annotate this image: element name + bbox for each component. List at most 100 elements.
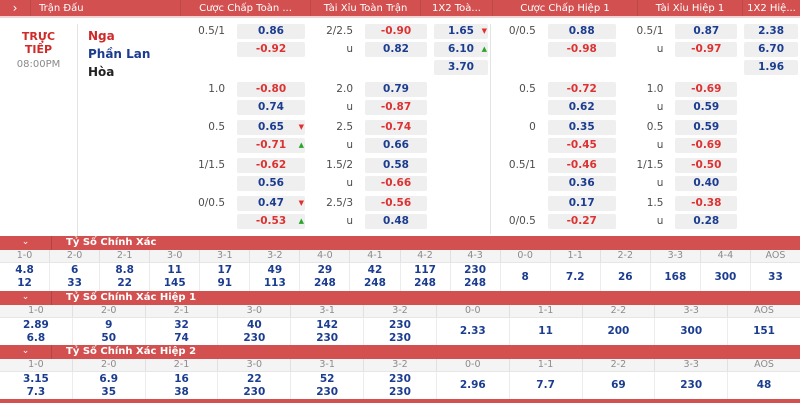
- handicap-odds[interactable]: 0.47 ▼: [237, 196, 305, 211]
- score-odds-cell[interactable]: 8.8 22: [100, 263, 151, 291]
- score-odds-cell[interactable]: 6.9 35: [73, 372, 146, 399]
- score-odds-cell[interactable]: 69: [583, 372, 656, 399]
- over-under-odds[interactable]: -0.90: [365, 24, 427, 39]
- score-odds-cell[interactable]: 230: [655, 372, 729, 399]
- score-odds-cell[interactable]: 7.7: [510, 372, 583, 399]
- handicap-odds[interactable]: -0.72: [547, 82, 616, 97]
- score-odds-cell[interactable]: 230 248: [451, 263, 501, 291]
- over-under-odds[interactable]: -0.69: [675, 82, 738, 97]
- over-under-odds[interactable]: 0.79: [365, 82, 427, 97]
- handicap-odds[interactable]: -0.45: [547, 138, 616, 153]
- score-odds-value: 4.8: [15, 264, 34, 276]
- handicap-odds-value: 0.86: [258, 25, 284, 37]
- over-under-odds[interactable]: 0.48: [365, 214, 427, 229]
- handicap-odds[interactable]: 0.86: [237, 24, 305, 39]
- score-odds-cell[interactable]: 230 230: [364, 318, 437, 345]
- section-collapse-chevron-icon[interactable]: ⌄: [0, 236, 52, 250]
- score-column-header: 2-1: [146, 305, 219, 317]
- score-odds-cell[interactable]: 2.89 6.8: [0, 318, 73, 345]
- score-odds-cell[interactable]: 151: [728, 318, 800, 345]
- section-collapse-chevron-icon[interactable]: ⌄: [0, 291, 52, 305]
- handicap-odds[interactable]: -0.27: [547, 214, 616, 229]
- over-under-odds[interactable]: -0.97: [675, 42, 738, 57]
- 1x2-odds[interactable]: 2.38: [744, 24, 799, 39]
- score-odds-cell[interactable]: 33: [751, 263, 800, 291]
- handicap-odds[interactable]: -0.92: [237, 42, 305, 57]
- over-under-odds[interactable]: 0.82: [365, 42, 427, 57]
- score-odds-cell[interactable]: 11 145: [150, 263, 201, 291]
- handicap-odds[interactable]: 0.35: [547, 120, 616, 135]
- handicap-odds[interactable]: -0.98: [547, 42, 616, 57]
- 1x2-odds[interactable]: 3.70: [434, 60, 488, 75]
- over-under-odds[interactable]: 0.40: [675, 176, 738, 191]
- score-odds-cell[interactable]: 2.33: [437, 318, 510, 345]
- handicap-odds[interactable]: -0.80: [237, 82, 305, 97]
- score-odds-cell[interactable]: 2.96: [437, 372, 510, 399]
- score-odds-cell[interactable]: 142 230: [291, 318, 365, 345]
- handicap-odds[interactable]: 0.65 ▼: [237, 120, 305, 135]
- score-odds-cell[interactable]: 16 38: [146, 372, 219, 399]
- draw-label[interactable]: Hòa: [88, 65, 115, 79]
- home-team-name[interactable]: Nga: [88, 29, 115, 43]
- score-odds-cell[interactable]: 3.15 7.3: [0, 372, 73, 399]
- score-odds-cell[interactable]: 8: [501, 263, 551, 291]
- handicap-odds[interactable]: -0.46: [547, 158, 616, 173]
- score-odds-cell[interactable]: 7.2: [551, 263, 601, 291]
- over-under-odds[interactable]: 0.59: [675, 120, 738, 135]
- score-odds-value: 2.89: [22, 318, 49, 331]
- score-odds-cell[interactable]: 11: [510, 318, 583, 345]
- 1x2-odds[interactable]: 6.10 ▲: [434, 42, 488, 57]
- over-under-odds[interactable]: -0.56: [365, 196, 427, 211]
- 1x2-odds[interactable]: 1.65 ▼: [434, 24, 488, 39]
- handicap-label: 0.5/1: [508, 159, 536, 171]
- score-odds-cell[interactable]: 117 248: [401, 263, 451, 291]
- over-under-odds[interactable]: 0.87: [675, 24, 738, 39]
- score-odds-cell[interactable]: 22 230: [218, 372, 292, 399]
- over-under-odds[interactable]: -0.66: [365, 176, 427, 191]
- over-under-odds[interactable]: 0.58: [365, 158, 427, 173]
- handicap-odds[interactable]: 0.36: [547, 176, 616, 191]
- over-under-odds[interactable]: 0.28: [675, 214, 738, 229]
- score-odds-cell[interactable]: 6 33: [50, 263, 101, 291]
- score-odds-cell[interactable]: 52 230: [291, 372, 365, 399]
- over-under-odds[interactable]: 0.59: [675, 100, 738, 115]
- over-under-odds[interactable]: 0.66: [365, 138, 427, 153]
- score-odds-cell[interactable]: 40 230: [218, 318, 292, 345]
- score-odds-cell[interactable]: 9 50: [73, 318, 146, 345]
- score-odds-cell[interactable]: 32 74: [146, 318, 219, 345]
- handicap-odds-column: 0.65 ▼ -0.71 ▲: [232, 120, 310, 158]
- over-under-odds[interactable]: -0.50: [675, 158, 738, 173]
- 1x2-odds[interactable]: 1.96: [744, 60, 799, 75]
- score-odds-cell[interactable]: 300: [655, 318, 729, 345]
- handicap-odds[interactable]: 0.62: [547, 100, 616, 115]
- handicap-odds[interactable]: -0.53 ▲: [237, 214, 305, 229]
- score-odds-cell[interactable]: 42 248: [350, 263, 401, 291]
- over-under-odds[interactable]: -0.38: [675, 196, 738, 211]
- score-column-header: 2-2: [601, 250, 651, 262]
- section-collapse-chevron-icon[interactable]: ⌄: [0, 345, 52, 359]
- 1x2-odds[interactable]: 6.70: [744, 42, 799, 57]
- score-odds-cell[interactable]: 230 230: [364, 372, 437, 399]
- score-odds-cell[interactable]: 29 248: [300, 263, 351, 291]
- collapse-chevron-icon[interactable]: ›: [12, 1, 18, 15]
- score-odds-cell[interactable]: 200: [583, 318, 656, 345]
- handicap-odds[interactable]: -0.71 ▲: [237, 138, 305, 153]
- over-under-odds[interactable]: -0.74: [365, 120, 427, 135]
- score-odds-cell[interactable]: 48: [728, 372, 800, 399]
- handicap-odds[interactable]: 0.74: [237, 100, 305, 115]
- handicap-odds[interactable]: 0.56: [237, 176, 305, 191]
- score-odds-cell[interactable]: 17 91: [200, 263, 251, 291]
- score-odds-value: 151: [753, 325, 775, 337]
- over-under-odds[interactable]: -0.69: [675, 138, 738, 153]
- score-odds-cell[interactable]: 49 113: [250, 263, 301, 291]
- score-odds-cell[interactable]: 300: [701, 263, 751, 291]
- over-under-odds[interactable]: -0.87: [365, 100, 427, 115]
- score-odds-cell[interactable]: 26: [601, 263, 651, 291]
- handicap-odds[interactable]: -0.62: [237, 158, 305, 173]
- away-team-name[interactable]: Phần Lan: [88, 47, 151, 61]
- score-odds-cell[interactable]: 168: [651, 263, 701, 291]
- handicap-odds[interactable]: 0.88: [547, 24, 616, 39]
- handicap-label: [180, 42, 232, 57]
- score-odds-cell[interactable]: 4.8 12: [0, 263, 51, 291]
- handicap-odds[interactable]: 0.17: [547, 196, 616, 211]
